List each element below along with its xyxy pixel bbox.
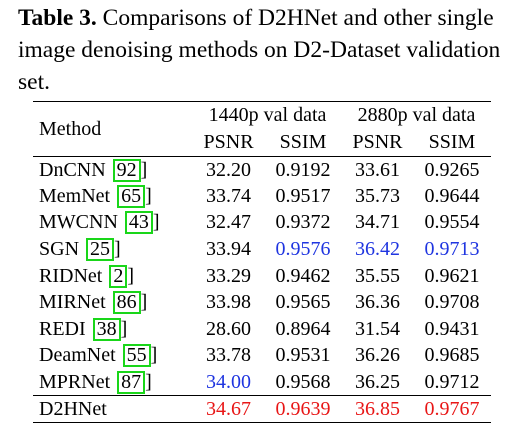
citation-bracket: ]	[145, 184, 152, 207]
table-row-ours: D2HNet 34.67 0.9639 36.85 0.9767	[33, 395, 491, 423]
method-cell: DeamNet 55]	[33, 343, 193, 370]
method-cell: RIDNet 2]	[33, 263, 193, 290]
ssim-2880p: 0.9644	[424, 184, 480, 207]
citation-bracket: ]	[145, 370, 152, 393]
ssim-2880p-best: 0.9767	[412, 395, 491, 423]
table-row: MemNet 65] 33.74 0.9517 35.73 0.9644	[33, 183, 491, 210]
ssim-2880p: 0.9708	[424, 291, 480, 314]
psnr-2880p: 35.55	[354, 264, 400, 287]
ssim-1440p: 0.9192	[275, 158, 331, 181]
method-cell: MemNet 65]	[33, 183, 193, 210]
ssim-2880p-second-best: 0.9713	[424, 238, 480, 261]
psnr-2880p-second-best: 36.42	[354, 238, 400, 261]
psnr-1440p-best: 34.67	[193, 395, 265, 423]
ssim-1440p-second-best: 0.9576	[275, 238, 331, 261]
table-row: DnCNN 92] 32.20 0.9192 33.61 0.9265	[33, 157, 491, 184]
table-row: DeamNet 55] 33.78 0.9531 36.26 0.9685	[33, 343, 491, 370]
ssim-1440p: 0.8964	[275, 317, 331, 340]
caption-label: Table 3.	[18, 5, 97, 31]
method-cell: DnCNN 92]	[33, 157, 193, 184]
table-row: SGN 25] 33.94 0.9576 36.42 0.9713	[33, 236, 491, 263]
method-cell: MWCNN 43]	[33, 210, 193, 237]
citation-link[interactable]: 92	[112, 158, 141, 182]
psnr-1440p: 32.20	[206, 158, 252, 181]
psnr-1440p: 28.60	[206, 317, 252, 340]
method-name: MPRNet	[39, 370, 111, 393]
table-row: MIRNet 86] 33.98 0.9565 36.36 0.9708	[33, 289, 491, 316]
citation-link[interactable]: 38	[92, 317, 121, 341]
caption-text: Comparisons of D2HNet and other single i…	[18, 5, 501, 95]
ssim-2880p: 0.9685	[424, 344, 480, 367]
psnr-2880p: 36.26	[354, 344, 400, 367]
citation-link[interactable]: 2	[109, 264, 128, 288]
citation-bracket: ]	[150, 344, 158, 367]
citation-bracket: ]	[114, 238, 121, 261]
psnr-1440p-second-best: 34.00	[206, 370, 252, 393]
method-name: MIRNet	[39, 291, 106, 314]
method-cell: MPRNet 87]	[33, 369, 193, 396]
sub-header-ssim-1440p: SSIM	[264, 129, 343, 157]
ssim-2880p: 0.9265	[424, 158, 480, 181]
psnr-1440p: 33.78	[206, 344, 252, 367]
group-header-1440p: 1440p val data	[208, 104, 327, 126]
sub-header-psnr-1440p: PSNR	[193, 129, 265, 157]
method-name: MemNet	[39, 184, 111, 207]
psnr-2880p-best: 36.85	[342, 395, 413, 423]
method-name: DnCNN	[39, 158, 106, 181]
citation-link[interactable]: 86	[112, 291, 141, 315]
table-caption: Table 3. Comparisons of D2HNet and other…	[18, 2, 506, 98]
citation-link[interactable]: 43	[124, 211, 153, 235]
method-cell: SGN 25]	[33, 236, 193, 263]
ssim-1440p: 0.9462	[275, 264, 331, 287]
group-header-2880p: 2880p val data	[357, 104, 476, 126]
method-cell: MIRNet 86]	[33, 289, 193, 316]
citation-link[interactable]: 65	[117, 184, 146, 208]
citation-link[interactable]: 25	[86, 238, 115, 262]
psnr-1440p: 32.47	[206, 211, 252, 234]
method-name: DeamNet	[39, 344, 116, 367]
citation-bracket: ]	[140, 291, 148, 314]
citation-bracket: ]	[140, 158, 148, 181]
psnr-1440p: 33.98	[206, 291, 252, 314]
citation-bracket: ]	[120, 317, 128, 340]
method-name: SGN	[39, 238, 80, 261]
ssim-1440p: 0.9531	[275, 344, 331, 367]
ssim-1440p-best: 0.9639	[264, 395, 343, 423]
method-cell: REDI 38]	[33, 316, 193, 343]
psnr-2880p: 36.36	[354, 291, 400, 314]
method-name: REDI	[39, 317, 86, 340]
table-row: RIDNet 2] 33.29 0.9462 35.55 0.9621	[33, 263, 491, 290]
psnr-2880p: 31.54	[354, 317, 400, 340]
psnr-2880p: 35.73	[354, 184, 400, 207]
psnr-2880p: 34.71	[354, 211, 400, 234]
method-name: RIDNet	[39, 264, 103, 287]
citation-link[interactable]: 87	[117, 370, 146, 394]
table-row: MWCNN 43] 32.47 0.9372 34.71 0.9554	[33, 210, 491, 237]
sub-header-psnr-2880p: PSNR	[342, 129, 413, 157]
ssim-1440p: 0.9568	[275, 370, 331, 393]
citation-bracket: ]	[127, 264, 134, 287]
ssim-2880p: 0.9621	[424, 264, 480, 287]
psnr-1440p: 33.29	[206, 264, 252, 287]
citation-link[interactable]: 55	[122, 344, 151, 368]
method-name-ours: D2HNet	[33, 395, 194, 423]
psnr-1440p: 33.74	[206, 184, 252, 207]
ssim-1440p: 0.9372	[275, 211, 331, 234]
comparison-table: Method 1440p val data 2880p val data PSN…	[33, 101, 491, 423]
ssim-2880p: 0.9431	[424, 317, 480, 340]
table-row: REDI 38] 28.60 0.8964 31.54 0.9431	[33, 316, 491, 343]
method-header: Method	[33, 101, 194, 157]
psnr-1440p: 33.94	[206, 238, 252, 261]
ssim-2880p: 0.9554	[424, 211, 480, 234]
ssim-2880p: 0.9712	[424, 370, 480, 393]
ssim-1440p: 0.9565	[275, 291, 331, 314]
method-name: MWCNN	[39, 211, 118, 234]
citation-bracket: ]	[152, 211, 160, 234]
psnr-2880p: 33.61	[354, 158, 400, 181]
ssim-1440p: 0.9517	[275, 184, 331, 207]
psnr-2880p: 36.25	[354, 370, 400, 393]
table-row: MPRNet 87] 34.00 0.9568 36.25 0.9712	[33, 369, 491, 396]
sub-header-ssim-2880p: SSIM	[412, 129, 491, 157]
